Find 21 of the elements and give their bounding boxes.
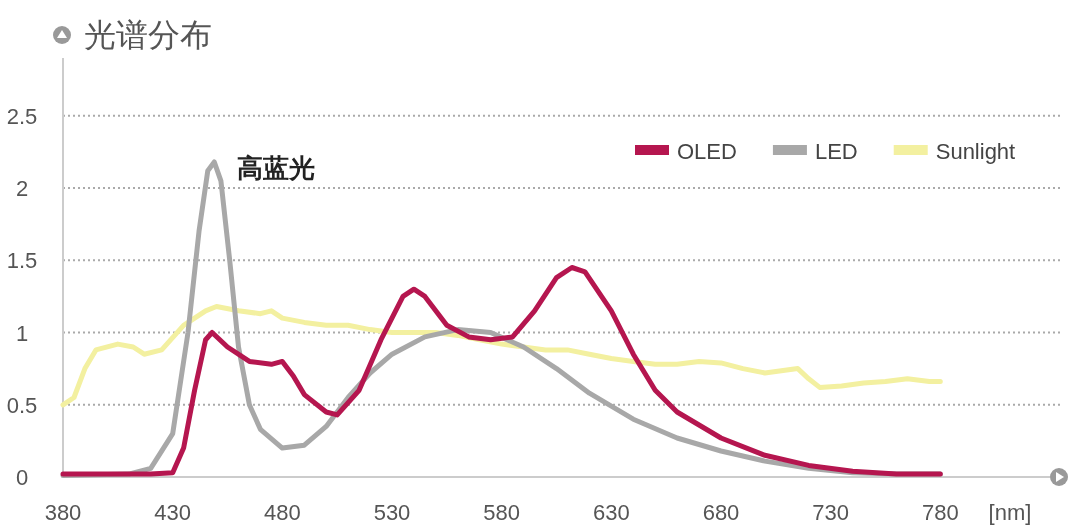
legend-label: Sunlight <box>935 139 1016 164</box>
x-tick-label: 580 <box>483 500 521 525</box>
y-tick-label: 2.5 <box>6 103 38 129</box>
x-tick-label: 430 <box>154 500 192 525</box>
x-tick-label: 630 <box>592 500 630 525</box>
y-tick-label: 2 <box>15 176 29 202</box>
legend-label: OLED <box>677 139 737 164</box>
y-tick-label: 1 <box>15 320 29 346</box>
legend-label: LED <box>814 139 858 164</box>
x-tick-label: 480 <box>263 500 301 525</box>
chart-title: 光谱分布 <box>84 17 212 53</box>
x-tick-label: 680 <box>702 500 740 525</box>
x-tick-label: 530 <box>373 500 411 525</box>
y-tick-label: 0.5 <box>6 392 38 418</box>
y-tick-label: 1.5 <box>6 248 38 274</box>
y-tick-label: 0 <box>15 465 29 490</box>
x-tick-label: 380 <box>44 500 82 525</box>
x-axis-title: [nm] <box>988 500 1032 525</box>
x-tick-label: 730 <box>812 500 850 525</box>
annotation: 高蓝光 <box>237 153 316 184</box>
x-tick-label: 780 <box>921 500 959 525</box>
